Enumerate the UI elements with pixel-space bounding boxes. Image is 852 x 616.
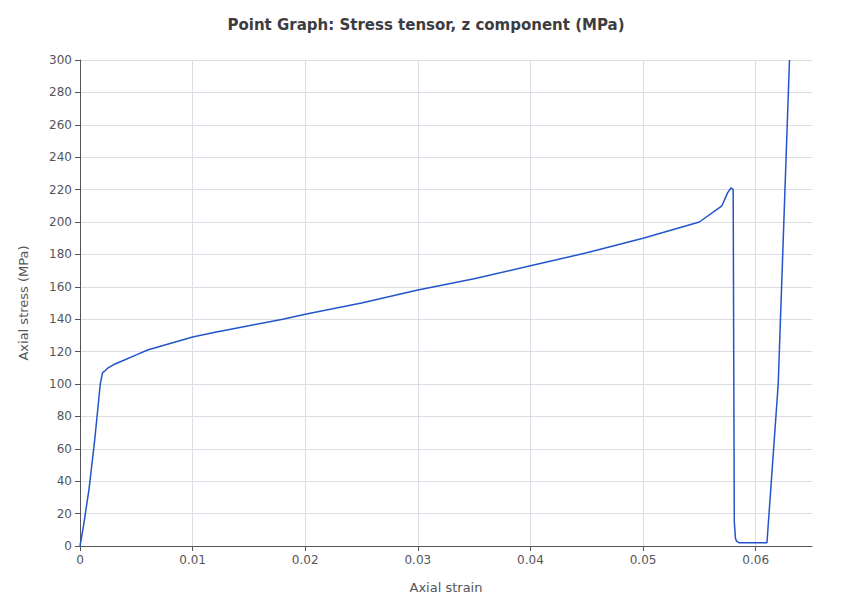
svg-text:0.05: 0.05: [630, 553, 657, 567]
svg-text:Axial strain: Axial strain: [410, 580, 483, 595]
svg-text:20: 20: [57, 507, 72, 521]
svg-text:280: 280: [49, 85, 72, 99]
svg-text:140: 140: [49, 312, 72, 326]
svg-text:100: 100: [49, 377, 72, 391]
svg-text:80: 80: [57, 409, 72, 423]
svg-text:300: 300: [49, 53, 72, 67]
svg-text:260: 260: [49, 118, 72, 132]
svg-text:Point Graph: Stress tensor, z: Point Graph: Stress tensor, z component …: [227, 16, 624, 34]
svg-text:200: 200: [49, 215, 72, 229]
svg-text:0: 0: [64, 539, 72, 553]
svg-text:240: 240: [49, 150, 72, 164]
svg-text:160: 160: [49, 280, 72, 294]
svg-text:Axial stress (MPa): Axial stress (MPa): [16, 245, 31, 360]
svg-text:180: 180: [49, 247, 72, 261]
svg-text:0.06: 0.06: [742, 553, 769, 567]
svg-text:220: 220: [49, 183, 72, 197]
svg-text:0.02: 0.02: [292, 553, 319, 567]
svg-text:120: 120: [49, 345, 72, 359]
svg-text:0: 0: [76, 553, 84, 567]
svg-text:0.01: 0.01: [179, 553, 206, 567]
svg-text:0.03: 0.03: [404, 553, 431, 567]
svg-text:60: 60: [57, 442, 72, 456]
svg-text:40: 40: [57, 474, 72, 488]
svg-text:0.04: 0.04: [517, 553, 544, 567]
